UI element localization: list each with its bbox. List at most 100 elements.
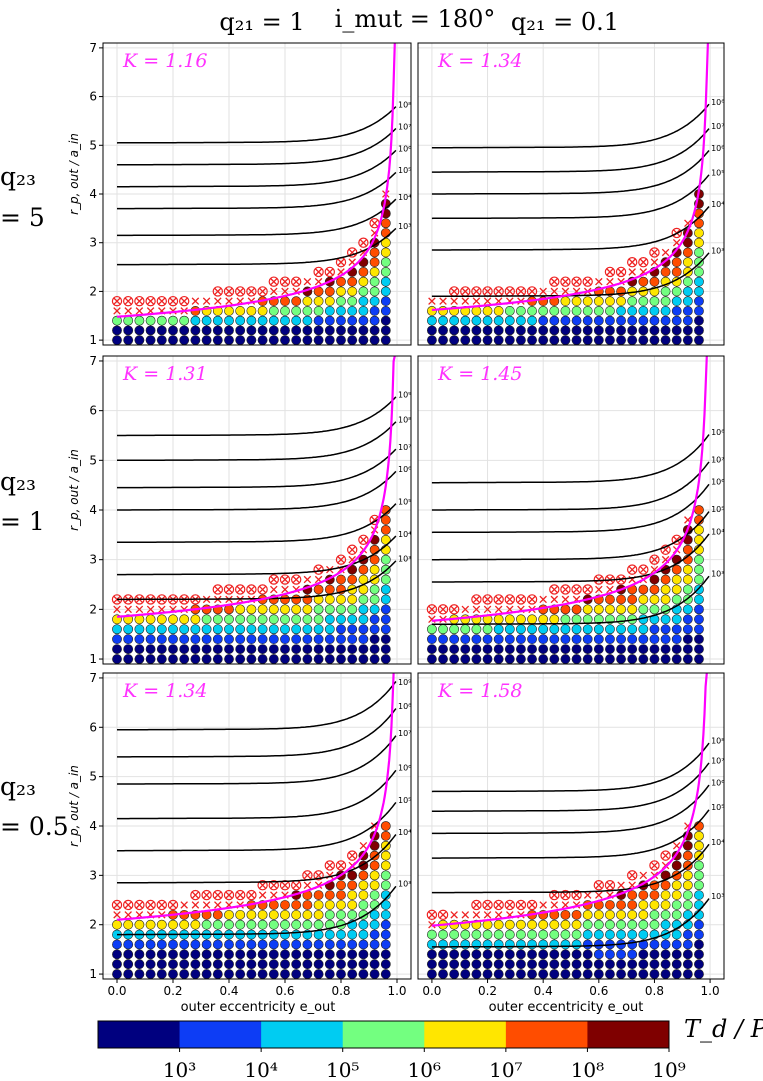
- unstable-marker-ring: [279, 276, 291, 287]
- data-point: [682, 959, 693, 970]
- data-point: [571, 315, 582, 326]
- data-point: [268, 306, 279, 316]
- colorbar-tick-label: 10⁵: [326, 1058, 359, 1081]
- data-point: [560, 614, 571, 625]
- data-point: [582, 624, 593, 635]
- unstable-marker-cross: [281, 277, 289, 286]
- data-point: [257, 614, 268, 625]
- data-point: [212, 654, 223, 664]
- data-point: [280, 949, 290, 960]
- data-point: [313, 325, 324, 336]
- unstable-marker-cross: [169, 297, 177, 305]
- data-point: [616, 969, 626, 979]
- data-point: [168, 315, 178, 326]
- unstable-marker-ring: [268, 880, 279, 891]
- data-point: [571, 634, 582, 645]
- unstable-marker-ring: [167, 899, 179, 911]
- data-point: [694, 296, 704, 307]
- data-point: [123, 634, 134, 645]
- lifetime-contour: [117, 560, 397, 601]
- unstable-marker-ring: [549, 889, 560, 901]
- data-point: [291, 644, 302, 654]
- data-point: [291, 296, 302, 307]
- data-point: [257, 315, 268, 326]
- y-axis-label: r_p, out / a_in: [67, 449, 81, 531]
- panel-frame: [417, 42, 725, 346]
- data-point: [380, 247, 391, 258]
- data-point: [694, 644, 704, 654]
- data-point: [268, 929, 279, 940]
- unstable-marker-cross: [472, 901, 481, 909]
- unstable-marker-cross: [348, 258, 356, 266]
- data-point: [179, 315, 190, 326]
- unstable-marker-ring: [627, 564, 638, 575]
- data-point: [313, 604, 324, 615]
- unstable-marker-ring: [493, 899, 504, 911]
- data-point: [593, 335, 604, 346]
- data-point: [380, 870, 391, 881]
- stability-boundary-curve: [116, 672, 395, 921]
- data-point: [694, 870, 704, 881]
- data-point: [438, 959, 448, 970]
- data-point: [616, 286, 626, 297]
- data-point: [471, 654, 482, 664]
- data-point: [145, 959, 156, 970]
- data-point: [324, 614, 335, 625]
- data-point: [123, 919, 134, 930]
- data-point: [324, 644, 335, 654]
- data-point: [324, 890, 335, 900]
- unstable-marker-cross: [628, 881, 636, 889]
- data-point: [369, 247, 380, 258]
- data-point: [471, 325, 482, 336]
- data-point: [246, 909, 257, 920]
- unstable-marker-cross: [270, 277, 278, 286]
- unstable-marker-ring: [448, 604, 460, 615]
- x-tick-label: 0.8: [645, 984, 664, 998]
- unstable-marker-cross: [370, 219, 379, 227]
- data-point: [380, 969, 391, 979]
- y-tick-label: 7: [89, 41, 97, 55]
- data-point: [516, 335, 526, 346]
- x-tick-label: 0.4: [219, 984, 238, 998]
- data-point: [582, 296, 593, 307]
- data-point: [168, 654, 178, 664]
- row-label-mid-line1: q₂₃: [0, 467, 36, 496]
- lifetime-contour: [117, 421, 397, 462]
- data-point: [212, 624, 223, 635]
- unstable-marker-cross: [225, 585, 233, 594]
- unstable-marker-cross: [124, 307, 132, 315]
- data-point: [527, 949, 537, 960]
- data-point: [593, 969, 604, 979]
- x-tick-label: 1.0: [701, 984, 720, 998]
- data-point: [649, 624, 660, 635]
- stability-boundary-curve: [431, 672, 708, 927]
- y-tick-label: 4: [89, 187, 97, 201]
- data-point: [291, 939, 302, 950]
- data-point: [380, 850, 391, 861]
- data-point: [302, 306, 313, 316]
- data-point: [324, 929, 335, 940]
- data-point: [123, 949, 134, 960]
- contour-label: 10⁸: [398, 100, 411, 109]
- data-point: [224, 909, 234, 920]
- data-point: [268, 959, 279, 970]
- data-point: [358, 929, 369, 940]
- data-point: [313, 296, 324, 307]
- data-point: [593, 644, 604, 654]
- data-point: [257, 604, 268, 615]
- data-point: [694, 594, 704, 605]
- data-point: [671, 325, 682, 336]
- unstable-marker-ring: [593, 880, 605, 891]
- data-point: [168, 959, 178, 970]
- unstable-marker-cross: [124, 911, 132, 919]
- data-point: [671, 890, 682, 900]
- data-point: [549, 939, 560, 950]
- data-point: [627, 325, 638, 336]
- data-point: [369, 959, 380, 970]
- unstable-marker-cross: [517, 595, 525, 604]
- data-point: [682, 564, 693, 575]
- data-point: [257, 325, 268, 336]
- data-point: [527, 325, 537, 336]
- data-point: [638, 624, 649, 635]
